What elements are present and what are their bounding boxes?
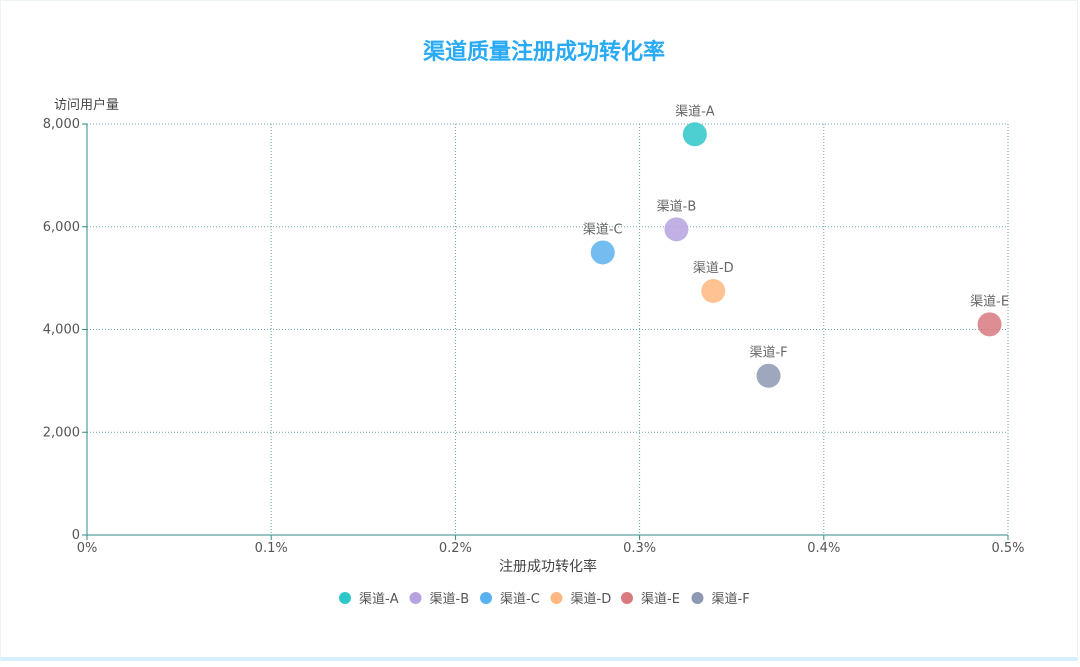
- legend-marker-icon: [480, 592, 492, 604]
- x-tick-label: 0.4%: [807, 541, 840, 556]
- x-axis-label: 注册成功转化率: [499, 558, 597, 575]
- legend-marker-icon: [550, 592, 563, 604]
- legend-item[interactable]: 渠道-C: [480, 592, 540, 607]
- axes: 0% 0.1% 0.2% 0.3% 0.4% 0.5% 0 2,000 4,000 6,000 8,…: [43, 117, 1025, 556]
- x-tick-label: 0.3%: [623, 541, 656, 556]
- data-point[interactable]: [590, 240, 615, 265]
- y-tick-label: 4,000: [43, 323, 80, 338]
- legend-label: 渠道-C: [500, 592, 540, 607]
- x-tick-label: 0.5%: [991, 541, 1024, 556]
- legend[interactable]: 渠道-A 渠道-B 渠道-C 渠道-D 渠道-E 渠道-F: [339, 592, 750, 607]
- data-point[interactable]: [682, 122, 707, 147]
- data-point[interactable]: [977, 312, 1002, 337]
- data-point-label: 渠道-B: [657, 199, 697, 214]
- legend-item[interactable]: 渠道-B: [409, 592, 470, 607]
- data-point-label: 渠道-A: [675, 104, 715, 119]
- legend-label: 渠道-A: [359, 592, 399, 607]
- data-point-label: 渠道-E: [970, 294, 1009, 309]
- data-point-label: 渠道-C: [583, 222, 623, 237]
- legend-item[interactable]: 渠道-E: [621, 592, 680, 607]
- chart-title: 渠道质量注册成功转化率: [423, 39, 665, 65]
- y-axis-label: 访问用户量: [54, 97, 119, 113]
- data-point-label: 渠道-D: [693, 261, 734, 276]
- legend-label: 渠道-D: [571, 592, 612, 607]
- legend-label: 渠道-F: [712, 592, 750, 607]
- data-point[interactable]: [664, 217, 689, 242]
- data-point-label: 渠道-F: [749, 346, 787, 361]
- x-tick-label: 0%: [77, 541, 98, 556]
- x-tick-label: 0.1%: [255, 541, 288, 556]
- y-tick-label: 0: [72, 528, 80, 543]
- legend-label: 渠道-B: [430, 592, 470, 607]
- y-tick-label: 2,000: [43, 425, 80, 440]
- legend-marker-icon: [409, 592, 422, 604]
- x-tick-label: 0.2%: [439, 541, 472, 556]
- legend-item[interactable]: 渠道-D: [550, 592, 612, 607]
- legend-marker-icon: [691, 592, 704, 604]
- y-tick-label: 8,000: [43, 117, 80, 132]
- legend-label: 渠道-E: [641, 592, 680, 607]
- legend-marker-icon: [621, 592, 633, 604]
- y-tick-label: 6,000: [43, 220, 80, 235]
- legend-item[interactable]: 渠道-F: [691, 592, 750, 607]
- legend-marker-icon: [339, 592, 351, 604]
- grid: [87, 123, 1009, 535]
- data-point[interactable]: [701, 278, 726, 303]
- legend-item[interactable]: 渠道-A: [339, 592, 399, 607]
- data-point[interactable]: [756, 363, 781, 388]
- data-points: 渠道-A 渠道-B 渠道-C 渠道-D 渠道-E 渠道-F: [583, 104, 1009, 388]
